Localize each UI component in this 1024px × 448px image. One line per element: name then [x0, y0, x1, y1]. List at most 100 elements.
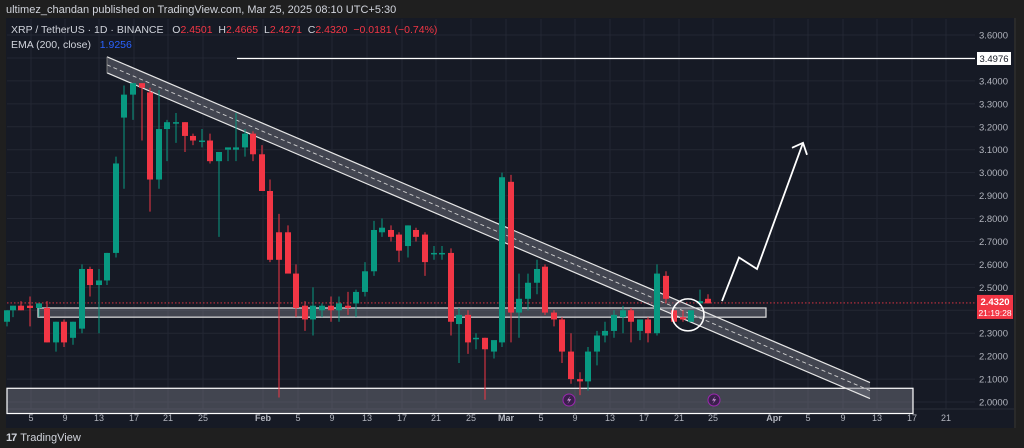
tradingview-logo[interactable]: 17 TradingView — [6, 432, 81, 444]
candle-bull[interactable] — [36, 303, 42, 308]
candle-bull[interactable] — [216, 151, 222, 162]
candle-bear[interactable] — [285, 232, 291, 274]
candle-bull[interactable] — [104, 252, 110, 281]
breakout-circle[interactable] — [671, 298, 705, 332]
candle-bull[interactable] — [225, 147, 231, 150]
candle-bull[interactable] — [585, 351, 591, 382]
channel-upper-line[interactable] — [106, 56, 871, 384]
candle-bear[interactable] — [27, 305, 33, 308]
candle-bear[interactable] — [267, 190, 273, 260]
candle-bear[interactable] — [508, 181, 514, 313]
candle-bear[interactable] — [139, 83, 145, 88]
candle-bear[interactable] — [413, 229, 419, 237]
candle-bull[interactable] — [611, 314, 617, 331]
candle-bull[interactable] — [10, 305, 16, 311]
candle-bear[interactable] — [663, 275, 669, 299]
candle-bear[interactable] — [293, 273, 299, 308]
candle-bear[interactable] — [276, 232, 282, 260]
candle-bull[interactable] — [121, 94, 127, 118]
candle-bull[interactable] — [534, 268, 540, 283]
candle-bear[interactable] — [705, 298, 711, 304]
candle-bull[interactable] — [456, 314, 462, 325]
candle-bull[interactable] — [164, 122, 170, 130]
x-axis-label: Apr — [766, 413, 782, 423]
candle-bear[interactable] — [559, 319, 565, 352]
ema-label[interactable]: EMA (200, close) — [11, 39, 91, 51]
candle-bull[interactable] — [336, 303, 342, 311]
candle-bear[interactable] — [671, 310, 677, 322]
candle-bull[interactable] — [362, 271, 368, 292]
symbol-label[interactable]: XRP / TetherUS · 1D · BINANCE — [11, 24, 164, 36]
candle-bear[interactable] — [61, 321, 67, 343]
candle-bear[interactable] — [259, 154, 265, 191]
candle-bull[interactable] — [233, 147, 239, 150]
candle-bear[interactable] — [328, 305, 334, 311]
candle-bull[interactable] — [697, 301, 703, 304]
candle-bear[interactable] — [542, 266, 548, 313]
candle-bull[interactable] — [199, 140, 205, 143]
candle-bull[interactable] — [405, 225, 411, 247]
candle-bear[interactable] — [388, 229, 394, 237]
candle-bull[interactable] — [371, 229, 377, 272]
candle-bear[interactable] — [302, 305, 308, 320]
candle-bear[interactable] — [190, 135, 196, 141]
candle-bull[interactable] — [353, 291, 359, 304]
candle-bull[interactable] — [4, 310, 10, 322]
candle-bear[interactable] — [18, 305, 24, 311]
candle-bull[interactable] — [602, 330, 608, 336]
candle-bear[interactable] — [182, 122, 188, 136]
candle-bull[interactable] — [242, 133, 248, 148]
demand-zone[interactable] — [6, 387, 914, 415]
candle-bull[interactable] — [379, 227, 385, 233]
candle-bear[interactable] — [44, 307, 50, 343]
support-zone[interactable] — [37, 307, 767, 318]
candle-bear[interactable] — [482, 337, 488, 350]
candle-bull[interactable] — [156, 129, 162, 180]
close-value: 2.4320 — [315, 24, 348, 36]
candle-bull[interactable] — [688, 310, 694, 322]
candle-bull[interactable] — [53, 321, 59, 343]
candle-bull[interactable] — [96, 280, 102, 286]
candle-bull[interactable] — [79, 268, 85, 329]
candle-bull[interactable] — [130, 83, 136, 95]
candle-bull[interactable] — [113, 163, 119, 253]
y-axis-label: 3.4000 — [979, 76, 1008, 87]
candle-bear[interactable] — [147, 92, 153, 180]
candle-bull[interactable] — [310, 305, 316, 320]
candle-bear[interactable] — [250, 133, 256, 155]
candle-bull[interactable] — [620, 310, 626, 318]
candle-bear[interactable] — [645, 319, 651, 334]
candle-bear[interactable] — [551, 312, 557, 320]
x-axis-label: 25 — [708, 413, 718, 423]
candle-bear[interactable] — [465, 314, 471, 343]
channel-lower-line[interactable] — [106, 72, 871, 400]
candle-bear[interactable] — [396, 234, 402, 251]
channel-mid-line — [106, 64, 871, 391]
candle-bear[interactable] — [87, 268, 93, 286]
candle-bull[interactable] — [491, 340, 497, 352]
candle-bull[interactable] — [439, 252, 445, 255]
candle-bear[interactable] — [207, 140, 213, 162]
candle-bull[interactable] — [319, 305, 325, 311]
candle-bear[interactable] — [448, 252, 454, 322]
candle-bull[interactable] — [499, 177, 505, 343]
candle-bull[interactable] — [654, 273, 660, 334]
candle-bull[interactable] — [525, 282, 531, 299]
candle-bull[interactable] — [70, 321, 76, 338]
candle-bear[interactable] — [422, 234, 428, 263]
candle-bear[interactable] — [577, 379, 583, 382]
candle-bull[interactable] — [637, 319, 643, 331]
candle-bull[interactable] — [173, 122, 179, 124]
candle-bear[interactable] — [568, 351, 574, 380]
candle-bull[interactable] — [594, 335, 600, 352]
low-value: 2.4271 — [269, 24, 302, 36]
projection-arrow[interactable] — [721, 142, 804, 302]
candle-bear[interactable] — [628, 310, 634, 322]
candle-bear[interactable] — [680, 317, 686, 320]
candle-bear[interactable] — [345, 305, 351, 308]
candle-bull[interactable] — [473, 337, 479, 340]
candle-bull[interactable] — [431, 252, 437, 255]
change-value: −0.0181 (−0.74%) — [353, 24, 438, 36]
candle-bull[interactable] — [516, 298, 522, 313]
